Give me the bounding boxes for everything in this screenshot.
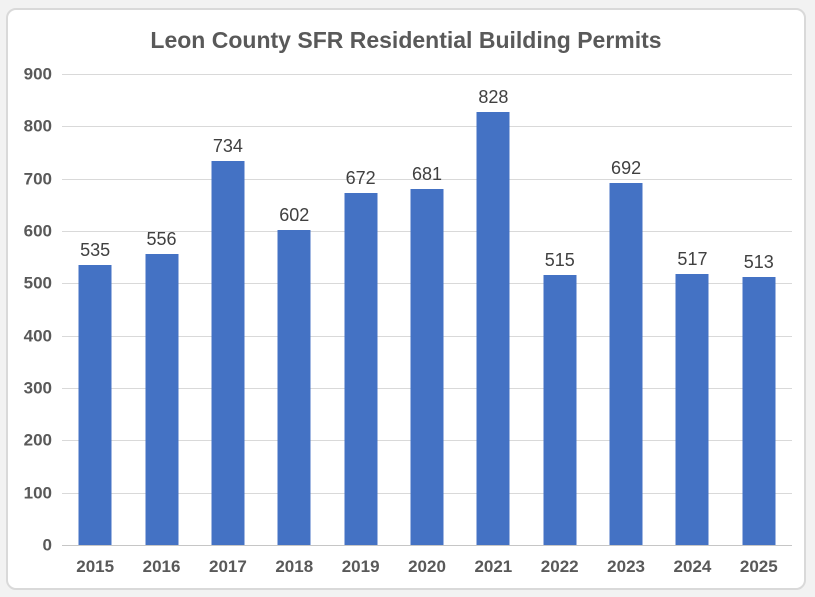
x-tick-label-2019: 2019 — [341, 557, 380, 576]
y-tick-label-100: 100 — [23, 483, 52, 503]
y-tick-label-200: 200 — [23, 430, 52, 450]
x-tick-label-2023: 2023 — [607, 557, 645, 576]
data-label-2019: 672 — [345, 168, 376, 189]
data-label-2018: 602 — [279, 204, 310, 225]
y-tick-label-500: 500 — [23, 273, 52, 293]
x-tick-label-2024: 2024 — [673, 557, 712, 576]
gridline-900 — [62, 74, 792, 75]
bar-2018 — [277, 229, 311, 545]
bar-2022 — [543, 275, 577, 545]
bar-2023 — [609, 182, 643, 545]
data-label-2025: 513 — [743, 251, 774, 272]
y-tick-label-300: 300 — [23, 378, 52, 398]
x-axis-line — [62, 545, 792, 546]
x-tick-label-2025: 2025 — [739, 557, 778, 576]
x-tick-label-2021: 2021 — [474, 557, 513, 576]
x-tick-label-2020: 2020 — [408, 557, 446, 576]
gridline-700 — [62, 178, 792, 180]
y-tick-label-700: 700 — [23, 169, 52, 189]
data-label-2024: 517 — [677, 249, 708, 270]
y-tick-label-800: 800 — [23, 116, 52, 136]
y-tick-label-900: 900 — [23, 64, 52, 84]
chart-title: Leon County SFR Residential Building Per… — [150, 27, 662, 53]
data-label-2015: 535 — [80, 240, 111, 261]
bar-2021 — [476, 111, 510, 545]
bar-2024 — [675, 274, 709, 545]
data-label-2023: 692 — [611, 157, 642, 178]
bar-2025 — [742, 276, 776, 545]
x-tick-label-2022: 2022 — [540, 557, 579, 576]
data-label-2017: 734 — [212, 135, 243, 156]
y-tick-label-600: 600 — [23, 221, 52, 241]
x-tick-label-2016: 2016 — [142, 557, 181, 576]
y-tick-label-400: 400 — [23, 326, 52, 346]
chart-container: Leon County SFR Residential Building Per… — [6, 8, 806, 590]
data-label-2022: 515 — [544, 250, 575, 271]
bar-2016 — [145, 254, 179, 545]
data-label-2021: 828 — [478, 86, 509, 107]
data-label-2020: 681 — [411, 163, 443, 184]
bar-2017 — [211, 160, 245, 545]
x-tick-label-2015: 2015 — [76, 557, 115, 576]
bar-2020 — [410, 188, 444, 545]
plot-area: 0 100 200 300 400 500 600 700 800 900 535 2015 556 20… — [24, 66, 792, 575]
x-tick-label-2017: 2017 — [208, 557, 247, 576]
bar-2015 — [78, 265, 112, 545]
y-tick-label-0: 0 — [42, 535, 52, 555]
bar-2019 — [344, 193, 378, 545]
x-tick-label-2018: 2018 — [275, 557, 314, 576]
gridline-800 — [62, 126, 792, 128]
data-label-2016: 556 — [146, 229, 177, 250]
